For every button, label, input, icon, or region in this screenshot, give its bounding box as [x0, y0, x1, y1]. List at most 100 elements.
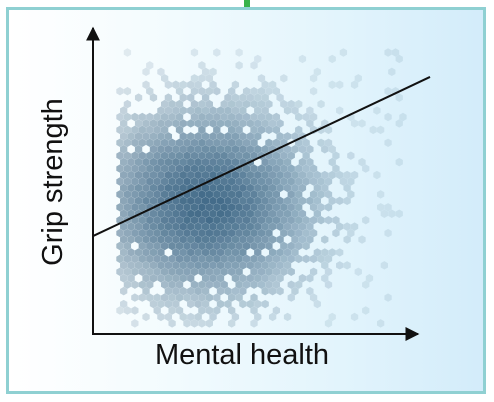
- hexbin-cell: [179, 93, 187, 102]
- hexbin-cell: [254, 119, 262, 128]
- hexbin-cell: [287, 293, 295, 302]
- hexbin-cell: [172, 299, 180, 309]
- hexbin-cell: [175, 125, 184, 135]
- hexbin-cell: [168, 280, 176, 289]
- hexbin-cell: [209, 183, 217, 193]
- hexbin-cell: [146, 164, 154, 173]
- hexbin-cell: [354, 74, 362, 83]
- hexbin-cell: [146, 190, 154, 199]
- hexbin-cell: [287, 280, 295, 289]
- hexbin-cell: [138, 241, 146, 251]
- hexbin-cell: [172, 261, 180, 270]
- hexbin-cell: [161, 190, 169, 199]
- hexbin-cell: [161, 164, 169, 173]
- hexbin-cell: [205, 164, 213, 173]
- hexbin-cell: [242, 254, 251, 264]
- hexbin-cell: [153, 164, 161, 173]
- hexbin-cell: [343, 183, 351, 193]
- hexbin-cell: [201, 261, 210, 270]
- hexbin-cell: [164, 145, 173, 154]
- hexbin-cell: [116, 125, 124, 135]
- hexbin-cell: [120, 183, 128, 193]
- hexbin-cell: [131, 319, 139, 328]
- hexbin-cell: [205, 228, 213, 238]
- hexbin-cell: [268, 286, 277, 296]
- hexbin-cell: [250, 190, 258, 199]
- hexbin-cell: [250, 177, 258, 186]
- hexbin-cell: [380, 261, 389, 270]
- hexbin-cell: [142, 67, 150, 77]
- hexbin-cell: [183, 254, 191, 264]
- hexbin-cell: [231, 119, 240, 128]
- hexbin-cell: [250, 319, 258, 328]
- hexbin-cell: [220, 267, 228, 276]
- hexbin-cell: [395, 157, 403, 167]
- hexbin-cell: [280, 164, 288, 173]
- hexbin-cell: [175, 164, 184, 173]
- hexbin-cell: [179, 106, 187, 115]
- hexbin-cell: [153, 293, 161, 302]
- hexbin-cell: [242, 177, 251, 186]
- hexbin-cell: [127, 261, 135, 270]
- hexbin-cell: [328, 170, 336, 180]
- hexbin-cell: [146, 86, 154, 96]
- hexbin-cell: [309, 112, 318, 122]
- hexbin-cell: [216, 235, 225, 244]
- hexbin-cell: [235, 190, 243, 199]
- hexbin-cell: [198, 319, 206, 328]
- hexbin-cell: [291, 286, 299, 296]
- hexbin-cell: [272, 177, 281, 186]
- hexbin-cell: [120, 157, 128, 167]
- hexbin-cell: [123, 138, 132, 147]
- hexbin-cell: [138, 280, 146, 289]
- hexbin-cell: [254, 93, 262, 102]
- hexbin-cell: [309, 177, 318, 186]
- hexbin-cell: [265, 228, 273, 238]
- hexbin-cell: [183, 228, 191, 238]
- hexbin-cell: [205, 138, 213, 147]
- hexbin-cells: [116, 48, 407, 328]
- hexbin-cell: [265, 177, 273, 186]
- hexbin-cell: [205, 86, 213, 96]
- hexbin-cell: [242, 241, 251, 251]
- hexbin-cell: [298, 209, 307, 218]
- hexbin-cell: [164, 286, 173, 296]
- hexbin-cell: [261, 299, 269, 309]
- hexbin-cell: [362, 164, 370, 173]
- hexbin-cell: [116, 138, 124, 147]
- hexbin-cell: [272, 138, 281, 147]
- hexbin-cell: [175, 151, 184, 160]
- hexbin-cell: [201, 170, 210, 180]
- hexbin-cell: [179, 80, 187, 89]
- hexbin-cell: [298, 274, 307, 283]
- hexbin-cell: [220, 99, 228, 109]
- hexbin-cell: [228, 267, 236, 276]
- hexbin-cell: [187, 170, 195, 180]
- hexbin-cell: [291, 196, 299, 206]
- hexbin-cell: [164, 209, 173, 218]
- hexbin-cell: [190, 164, 199, 173]
- hexbin-cell: [276, 209, 284, 218]
- hexbin-cell: [183, 293, 191, 302]
- hexbin-cell: [231, 145, 240, 154]
- hexbin-cell: [328, 312, 336, 322]
- hexbin-cell: [350, 80, 359, 89]
- hexbin-cell: [134, 235, 143, 244]
- hexbin-cell: [116, 241, 124, 251]
- hexbin-cell: [261, 145, 269, 154]
- hexbin-cell: [395, 209, 403, 218]
- hexbin-cell: [306, 170, 314, 180]
- hexbin-cell: [153, 151, 161, 160]
- hexbin-cell: [228, 293, 236, 302]
- hexbin-cell: [209, 248, 217, 257]
- hexbin-cell: [302, 241, 310, 251]
- hexbin-cell: [201, 183, 210, 193]
- hexbin-cell: [120, 132, 128, 141]
- hexbin-cell: [216, 183, 225, 193]
- hexbin-cell: [120, 235, 128, 244]
- hexbin-cell: [224, 235, 232, 244]
- hexbin-cell: [328, 145, 336, 154]
- hexbin-cell: [213, 151, 221, 160]
- hexbin-cell: [168, 319, 176, 328]
- regression-line: [92, 76, 431, 237]
